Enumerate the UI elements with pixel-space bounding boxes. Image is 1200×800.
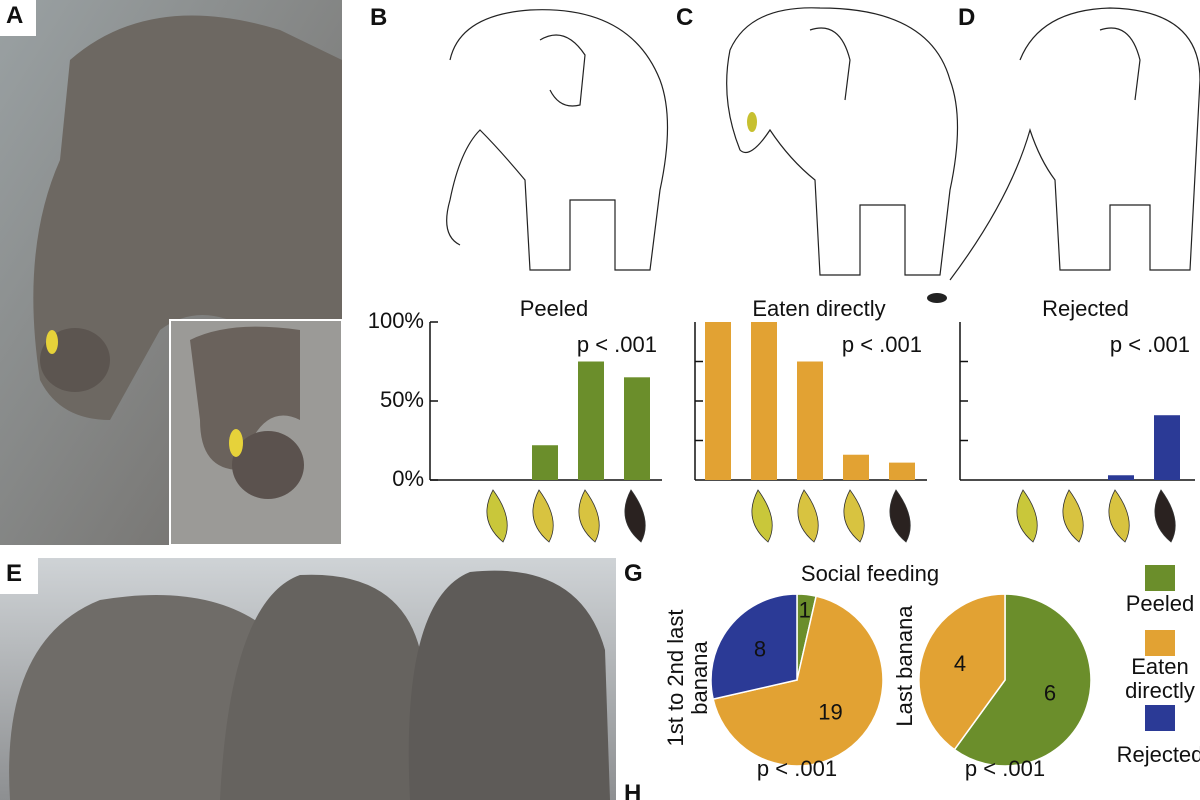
bar [1154,415,1180,480]
panel-label: H [624,780,642,800]
panel-label: C [676,4,694,31]
chart-title: Peeled [520,296,589,321]
legend-label: Rejected [1116,742,1200,767]
legend-swatch [1145,565,1175,591]
legend-label: Eaten directly [1125,654,1195,703]
annotation: p < .001 [1110,332,1190,357]
pie-value-label: 4 [954,651,966,676]
elephant-photo [33,15,342,420]
pie-value-label: 6 [1044,680,1056,705]
panel-label-bg [0,0,36,36]
bar [532,445,558,480]
pie-value-label: 8 [754,636,766,661]
y-tick-label: 0% [392,466,424,491]
annotation: p < .001 [965,756,1045,781]
banana-icon [624,489,646,543]
g-title: Social feeding [800,561,940,586]
bar [578,361,604,480]
banana-icon [1108,489,1130,543]
elephant-photo [408,570,610,800]
drawing-peeled [446,9,669,271]
pie-label: Last banana [892,605,917,727]
panel-label: D [958,4,976,31]
bar [705,322,731,480]
banana [747,112,757,132]
bar [797,361,823,480]
banana-icon [1062,489,1084,543]
banana-icon [1016,489,1038,543]
pie-slice [918,593,1006,751]
bar [843,454,869,480]
drawing-rejected [949,7,1200,281]
banana [229,429,243,457]
chart-title: Eaten directly [752,296,885,321]
pie-slice [953,593,1092,767]
banana-icon [486,489,508,543]
banana-icon [578,489,600,543]
banana-icon [751,489,773,543]
pie-label: 1st to 2nd last banana [663,609,712,747]
banana [46,330,58,354]
banana-icon [532,489,554,543]
bar [889,462,915,480]
banana-icon [1154,489,1176,543]
annotation: p < .001 [842,332,922,357]
legend-label: Peeled [1125,591,1195,616]
y-tick-label: 50% [380,387,424,412]
bar [751,322,777,480]
banana [927,293,947,303]
banana-icon [797,489,819,543]
y-tick-label: 100% [368,308,424,333]
panel-label: G [624,560,643,587]
panel-label-bg [0,558,38,594]
panel-label: E [6,560,23,587]
panel-label: A [6,2,24,29]
pie-slice [712,595,884,767]
trunk-curl [232,431,304,499]
annotation: p < .001 [577,332,657,357]
banana-icon [889,489,911,543]
panel-label: B [370,4,388,31]
drawing-eaten [726,7,959,276]
bar [1108,475,1134,480]
pie-value-label: 1 [799,597,811,622]
chart-title: Rejected [1042,296,1129,321]
pie-value-label: 19 [818,699,842,724]
elephant-photo [220,574,430,800]
bar [624,377,650,480]
annotation: p < .001 [757,756,837,781]
pie-slice [710,593,798,701]
legend-swatch [1145,705,1175,731]
trunk-inset [190,326,300,470]
legend-swatch [1145,630,1175,656]
banana-icon [843,489,865,543]
